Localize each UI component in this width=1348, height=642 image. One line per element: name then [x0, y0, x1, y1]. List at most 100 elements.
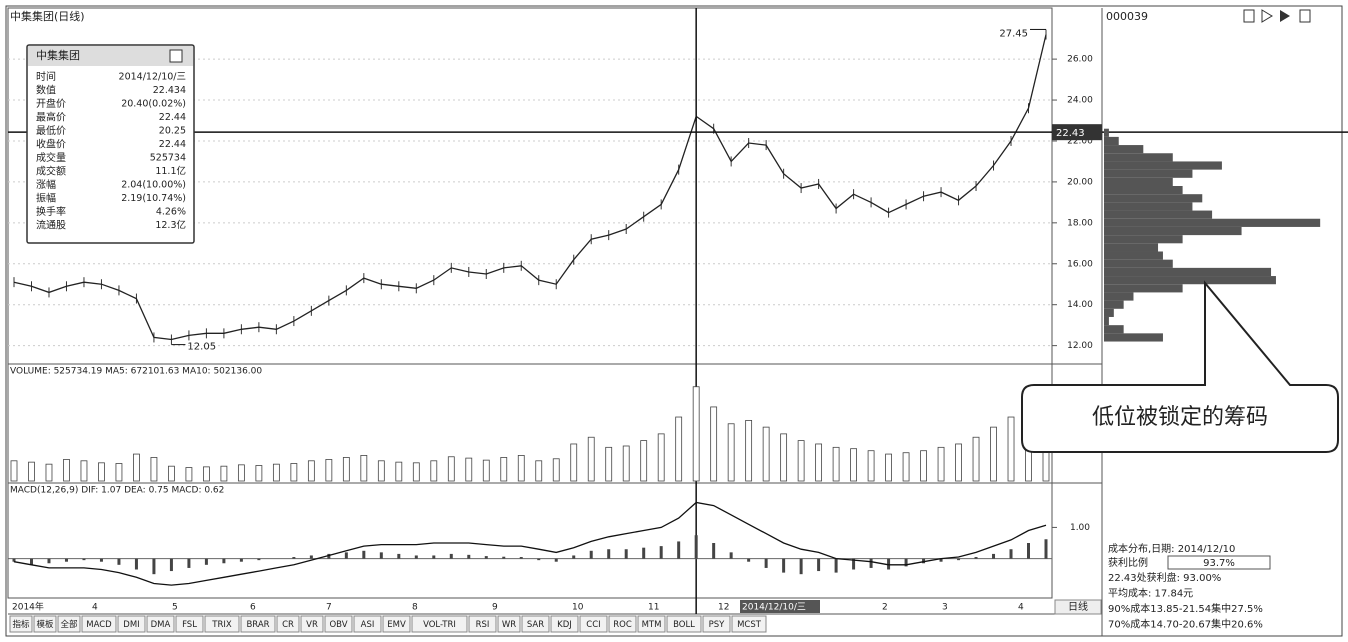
- icon[interactable]: [1280, 10, 1290, 22]
- callout: 低位被锁定的筹码: [1021, 280, 1339, 453]
- chip-bar: [1104, 128, 1109, 137]
- tab-label: CR: [282, 620, 294, 630]
- icon[interactable]: [1243, 9, 1255, 23]
- y-tick-label: 1.00: [1070, 523, 1090, 533]
- tab[interactable]: [497, 615, 521, 633]
- chip-bar: [1104, 169, 1193, 178]
- x-tick-label: 4: [92, 603, 98, 613]
- volume-bar: [45, 463, 53, 482]
- y-tick-label: 26.00: [1067, 55, 1093, 65]
- volume-bar: [10, 460, 18, 482]
- chip-bar: [1104, 292, 1134, 301]
- tab[interactable]: [731, 615, 767, 633]
- info-value: 12.3亿: [155, 219, 186, 231]
- tab-label: WR: [502, 620, 516, 630]
- chip-bar: [1104, 308, 1114, 317]
- volume-bar: [815, 443, 823, 482]
- volume-bar: [902, 452, 910, 482]
- volume-bar: [570, 443, 578, 482]
- info-key: 最高价: [36, 111, 66, 124]
- tab[interactable]: [521, 615, 550, 633]
- info-value: 22.44: [159, 139, 186, 150]
- tab[interactable]: [175, 615, 204, 633]
- tab-label: MCST: [737, 620, 762, 630]
- volume-bar: [972, 436, 980, 482]
- plot-layer: 12.00 14.00 16.00 18.00 20.00 22.00 24.00 26.00…: [8, 8, 1348, 614]
- volume-bar: [133, 453, 140, 482]
- chip-bar: [1104, 202, 1193, 211]
- volume-bar: [710, 406, 718, 482]
- volume-bar: [98, 462, 105, 482]
- info-value: 11.1亿: [155, 165, 186, 177]
- info-header: [28, 46, 193, 66]
- x-tick-label: 2: [882, 603, 888, 613]
- tab[interactable]: [608, 615, 637, 633]
- tab[interactable]: [300, 615, 324, 633]
- y-tick-label: 18.00: [1067, 218, 1093, 228]
- volume-bar: [63, 459, 70, 482]
- tab[interactable]: [550, 615, 579, 633]
- tab[interactable]: [324, 615, 353, 633]
- tab-label: VOL-TRI: [423, 620, 456, 630]
- volume-bar: [290, 463, 298, 482]
- volume-bar: [955, 443, 962, 482]
- current-price-label: 22.43: [1056, 128, 1085, 139]
- x-tick-label: 9: [492, 603, 498, 613]
- info-value: 525734: [150, 153, 186, 164]
- volume-bar: [307, 460, 315, 482]
- tab-label: 指标: [12, 619, 30, 630]
- cost-panel: 成本分布,日期: 2014/12/10 获利比例 93.7% 22.43处获利盘…: [1108, 542, 1271, 631]
- info-value: 2.19(10.74%): [121, 193, 186, 204]
- tab[interactable]: [204, 615, 240, 633]
- volume-bar: [395, 461, 403, 482]
- volume-bar: [727, 423, 735, 482]
- chip-bar: [1104, 243, 1159, 252]
- tab[interactable]: [146, 615, 175, 633]
- tab[interactable]: [240, 615, 276, 633]
- tab[interactable]: [468, 615, 497, 633]
- x-tick-label: 2014年: [12, 601, 44, 613]
- volume-bar: [115, 463, 123, 482]
- volume-bar: [867, 450, 875, 482]
- cost-lines: 22.43处获利盘: 93.00% 平均成本: 17.84元 90%成本13.85-…: [1108, 571, 1263, 631]
- tab-label: SAR: [527, 620, 544, 630]
- chip-bar: [1104, 177, 1173, 186]
- tab[interactable]: [579, 615, 608, 633]
- period-button[interactable]: [1054, 599, 1102, 615]
- tab[interactable]: [411, 615, 468, 633]
- tab[interactable]: [382, 615, 411, 633]
- tab[interactable]: [276, 615, 300, 633]
- volume-bar: [272, 463, 280, 482]
- x-tick-label: 4: [1018, 603, 1024, 613]
- icon[interactable]: [1261, 9, 1273, 23]
- tab[interactable]: [9, 615, 33, 633]
- icon[interactable]: [1299, 9, 1311, 23]
- volume-bar: [80, 460, 88, 482]
- cost-title: 成本分布,日期: 2014/12/10: [1108, 542, 1235, 555]
- cost-line: 90%成本13.85-21.54集中27.5%: [1108, 602, 1263, 615]
- close-button[interactable]: [169, 49, 183, 63]
- tab[interactable]: [353, 615, 382, 633]
- chip-bar: [1104, 235, 1183, 244]
- volume-bar: [885, 453, 892, 482]
- tab[interactable]: [117, 615, 146, 633]
- chip-bar: [1104, 333, 1163, 342]
- info-value: 22.44: [159, 112, 186, 123]
- tab[interactable]: [57, 615, 81, 633]
- tab-label: CCI: [586, 620, 600, 630]
- volume-bar: [447, 456, 455, 482]
- tab[interactable]: [637, 615, 666, 633]
- tab-label: BOLL: [673, 620, 695, 630]
- volume-bar: [797, 440, 805, 482]
- profit-value: 93.7%: [1203, 558, 1235, 569]
- tab[interactable]: [666, 615, 702, 633]
- tab[interactable]: [702, 615, 731, 633]
- tab[interactable]: [81, 615, 117, 633]
- tab-label: DMI: [123, 620, 139, 630]
- volume-bar: [517, 455, 525, 482]
- volume-bar: [937, 446, 945, 482]
- volume-bar: [762, 426, 770, 482]
- x-tick-label: 12: [718, 603, 729, 613]
- tab[interactable]: [33, 615, 57, 633]
